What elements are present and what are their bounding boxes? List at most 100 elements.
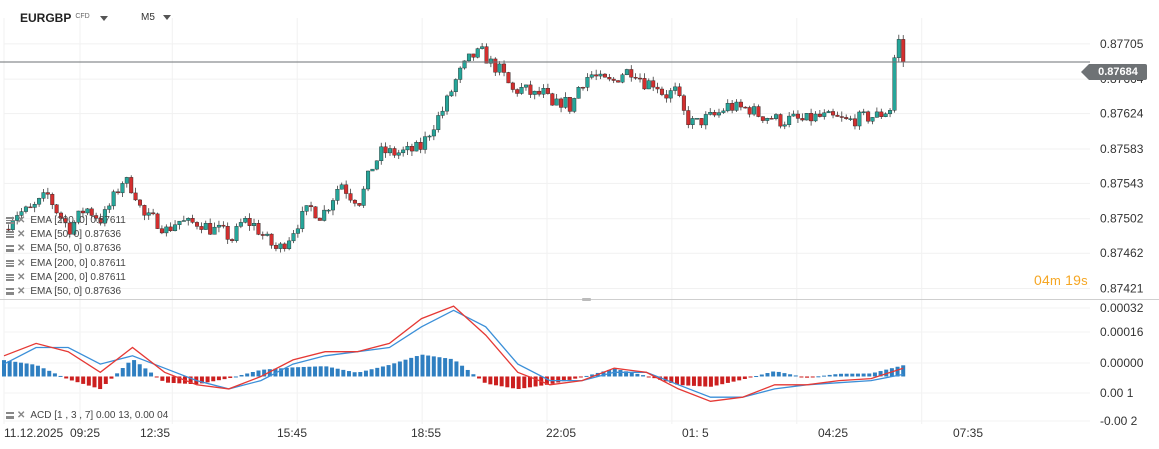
candle-bearish <box>839 116 844 118</box>
candle-bullish <box>186 218 191 221</box>
candle-bullish <box>857 111 862 127</box>
macd-histogram-bar <box>160 376 165 381</box>
y-tick-label: 0.87421 <box>1100 282 1144 296</box>
candle-bullish <box>15 215 20 221</box>
macd-histogram-bar <box>216 376 221 381</box>
close-icon[interactable]: ✕ <box>17 243 26 255</box>
candle-bearish <box>230 239 235 241</box>
indicator-row: ✕ EMA [200, 0] 0.87611 <box>6 270 126 284</box>
candle-bearish <box>659 88 664 95</box>
macd-histogram-bar <box>92 376 97 388</box>
candle-bearish <box>686 110 691 125</box>
macd-histogram-bar <box>838 373 843 377</box>
macd-histogram-bar <box>154 376 159 378</box>
candle-bearish <box>835 114 840 117</box>
close-icon[interactable]: ✕ <box>17 257 26 269</box>
candle-bearish <box>699 118 704 126</box>
macd-histogram-bar <box>426 355 431 377</box>
y-tick-label: 0.00016 <box>1100 325 1144 339</box>
macd-histogram-bar <box>392 363 397 377</box>
macd-histogram-bar <box>510 376 515 389</box>
x-tick-label: 22:05 <box>546 426 576 440</box>
macd-histogram-bar <box>109 376 114 379</box>
candle-bullish <box>396 152 401 156</box>
candle-bullish <box>874 111 879 118</box>
indicator-label: EMA [200, 0] 0.87611 <box>30 257 126 269</box>
macd-histogram-bar <box>403 359 408 377</box>
candle-bearish <box>484 46 489 64</box>
candle-bearish <box>247 218 252 226</box>
macd-histogram-bar <box>737 376 742 381</box>
candle-bearish <box>392 148 397 156</box>
candle-bullish <box>523 84 528 88</box>
close-icon[interactable]: ✕ <box>17 271 26 283</box>
y-tick-label: -0.00 2 <box>1100 414 1138 428</box>
candle-bearish <box>493 58 498 73</box>
candle-bearish <box>901 39 906 63</box>
macd-histogram-bar <box>30 364 35 377</box>
candle-bearish <box>611 78 616 81</box>
close-icon[interactable]: ✕ <box>17 214 26 226</box>
candle-bearish <box>567 97 572 112</box>
candle-bullish <box>563 97 568 108</box>
candle-bearish <box>94 215 99 219</box>
settings-menu-icon[interactable] <box>6 288 14 296</box>
macd-histogram-bar <box>697 376 702 387</box>
candle-bullish <box>721 110 726 113</box>
macd-histogram-bar <box>324 366 329 377</box>
settings-menu-icon[interactable] <box>6 259 14 267</box>
candle-bullish <box>782 124 787 127</box>
x-tick-label: 12:35 <box>140 426 170 440</box>
candle-bullish <box>532 90 537 95</box>
candle-bullish <box>287 240 292 249</box>
chevron-down-icon <box>162 15 171 20</box>
macd-histogram-bar <box>380 366 385 377</box>
candle-bullish <box>414 142 419 152</box>
candle-bearish <box>269 233 274 246</box>
macd-histogram-bar <box>601 371 606 377</box>
close-icon[interactable]: ✕ <box>17 228 26 240</box>
macd-line <box>3 305 904 402</box>
candle-bullish <box>466 53 471 62</box>
candle-bullish <box>295 228 300 234</box>
macd-histogram-bar <box>358 372 363 377</box>
macd-histogram-bar <box>544 376 549 385</box>
candle-bullish <box>589 74 594 78</box>
indicator-label: EMA [50, 0] 0.87636 <box>30 243 122 255</box>
symbol-selector[interactable]: EURGBP CFD <box>20 11 108 25</box>
close-icon[interactable]: ✕ <box>17 286 26 298</box>
settings-menu-icon[interactable] <box>6 273 14 281</box>
candle-bullish <box>734 101 739 111</box>
macd-histogram-bar <box>397 361 402 377</box>
macd-histogram-bar <box>471 374 476 377</box>
candle-bullish <box>436 115 441 130</box>
candle-bullish <box>335 189 340 201</box>
candle-bullish <box>72 222 77 235</box>
indicator-label: EMA [200, 0] 0.87611 <box>30 214 126 226</box>
macd-histogram-bar <box>748 376 753 378</box>
candle-bullish <box>41 192 46 199</box>
pane-resize-handle[interactable] <box>582 298 591 301</box>
candle-bearish <box>655 86 660 90</box>
y-tick-label: 0.87502 <box>1100 212 1144 226</box>
close-icon[interactable]: ✕ <box>17 410 26 421</box>
timeframe-selector[interactable]: M5 <box>141 12 171 23</box>
x-tick-label: 01: 5 <box>682 426 709 440</box>
candle-bearish <box>260 234 265 236</box>
macd-histogram-bar <box>58 375 63 377</box>
y-tick-label: 0.87705 <box>1100 37 1144 51</box>
settings-menu-icon[interactable] <box>6 412 14 419</box>
candle-bearish <box>50 194 55 205</box>
macd-histogram-bar <box>584 375 589 377</box>
settings-menu-icon[interactable] <box>6 245 14 253</box>
macd-signal-line <box>3 309 904 398</box>
settings-menu-icon[interactable] <box>6 230 14 238</box>
candle-bearish <box>747 107 752 115</box>
settings-menu-icon[interactable] <box>6 216 14 224</box>
candle-bullish <box>458 67 463 80</box>
candle-bullish <box>725 102 730 112</box>
candle-bearish <box>633 76 638 79</box>
macd-histogram-bar <box>855 373 860 377</box>
macd-histogram-bar <box>171 376 176 384</box>
